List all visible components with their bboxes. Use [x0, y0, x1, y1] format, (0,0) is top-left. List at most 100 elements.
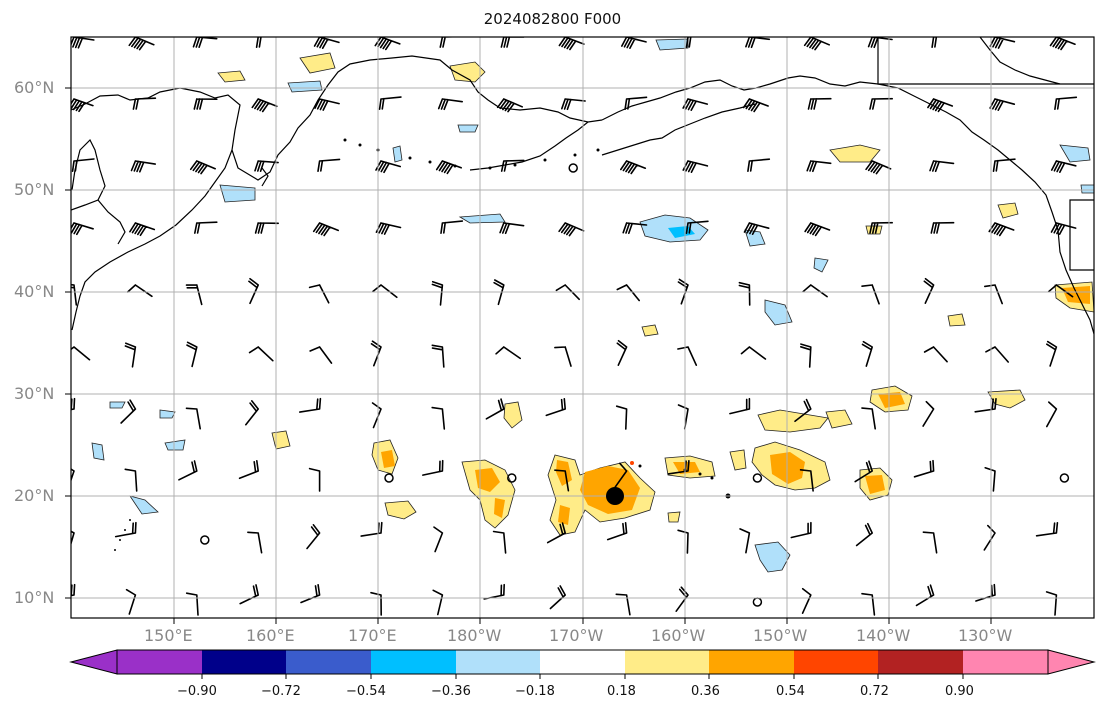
wind-barb-71: [248, 277, 259, 305]
wind-barb-38: [317, 158, 341, 172]
wind-barb-94: [616, 339, 628, 366]
wind-barb-161: [549, 585, 566, 610]
lon-label-150w: 150°W: [753, 626, 808, 645]
wind-barb-55: [312, 222, 339, 237]
strong-negative-cores: [668, 226, 695, 238]
wind-barb-52: [129, 222, 156, 237]
lon-label-170e: 170°E: [348, 626, 397, 645]
wind-barb-90: [370, 340, 382, 367]
wind-barb-68: [71, 283, 78, 306]
wind-barb-104: [185, 407, 201, 430]
wind-barb-44: [682, 160, 709, 173]
wind-barb-28: [742, 98, 769, 113]
wind-barb-105: [245, 400, 259, 426]
wind-barb-42: [568, 163, 578, 173]
wind-barb-98: [861, 340, 873, 367]
wind-barb-115: [861, 407, 876, 430]
wind-barb-15: [989, 37, 1016, 49]
lon-label-160e: 160°E: [246, 626, 295, 645]
lat-label-10n: 10°N: [14, 588, 55, 607]
colorbar-label-5: 0.18: [607, 684, 636, 699]
wind-barb-57: [440, 220, 464, 234]
wind-barb-142: [433, 526, 444, 553]
wind-barb-6: [439, 37, 464, 48]
wind-barb-84: [1047, 284, 1074, 298]
wind-barb-13: [867, 37, 893, 49]
negative-anomaly-regions: [91, 38, 1094, 573]
wind-barb-12: [803, 37, 830, 51]
wind-barb-70: [185, 284, 203, 306]
wind-barb-132: [854, 460, 873, 483]
wind-barb-54: [254, 222, 279, 234]
wind-barb-69: [127, 284, 153, 298]
wind-barb-25: [561, 98, 586, 111]
wind-barb-96: [740, 346, 767, 360]
lon-label-130w: 130°W: [958, 626, 1013, 645]
wind-barb-119: [71, 468, 75, 483]
wind-barb-64: [869, 221, 893, 234]
wind-barb-113: [729, 397, 751, 415]
wind-barb-32: [989, 98, 1016, 111]
wind-barb-8: [558, 37, 585, 51]
colorbar-label-6: 0.36: [691, 684, 720, 699]
wind-barb-118: [1046, 401, 1058, 428]
wind-barb-65: [930, 221, 955, 234]
colorbar-bin-7: [709, 650, 794, 674]
wind-barb-41: [500, 159, 525, 172]
wind-barb-61: [685, 220, 709, 234]
colorbar: [69, 649, 1096, 679]
wind-barb-126: [507, 473, 517, 483]
colorbar-extension-high: [1047, 649, 1096, 675]
wind-barb-20: [251, 98, 278, 113]
wind-barb-26: [624, 96, 648, 110]
colorbar-bin-3: [371, 650, 456, 674]
wind-barb-2: [192, 37, 218, 48]
wind-barb-89: [309, 346, 333, 364]
low-center-marker: [606, 487, 624, 505]
wind-barb-34: [71, 158, 95, 172]
wind-barb-67: [1050, 222, 1077, 235]
wind-barb-18: [132, 97, 157, 110]
wind-barb-33: [1054, 96, 1078, 110]
wind-barb-37: [254, 160, 279, 172]
wind-barb-23: [437, 98, 463, 111]
wind-barb-139: [247, 531, 263, 554]
wind-barb-116: [922, 400, 935, 427]
wind-barb-21: [314, 98, 340, 111]
wind-barb-146: [677, 529, 689, 554]
wind-barb-60: [622, 222, 648, 235]
lat-label-40n: 40°N: [14, 282, 55, 301]
colorbar-label-7: 0.54: [776, 684, 805, 699]
wind-barb-111: [615, 405, 628, 430]
colorbar-bin-8: [794, 650, 878, 674]
wind-barb-7: [500, 37, 525, 48]
lat-label-50n: 50°N: [14, 180, 55, 199]
wind-barb-147: [739, 528, 751, 554]
wind-barb-81: [861, 284, 880, 305]
wind-barb-22: [378, 96, 402, 110]
wind-barb-56: [375, 222, 402, 235]
wind-barb-47: [865, 160, 892, 175]
wind-barb-49: [992, 158, 1016, 172]
wind-barb-101: [1046, 340, 1058, 367]
wind-barb-131: [799, 469, 814, 492]
wind-barb-10: [685, 37, 697, 48]
wind-barb-72: [308, 284, 330, 304]
wind-barb-53: [194, 221, 218, 234]
field-contours: [91, 38, 1094, 573]
wind-barb-97: [800, 343, 812, 368]
strong-positive-cores: [381, 286, 1090, 525]
wind-barb-130: [752, 473, 763, 483]
colorbar-bin-0: [117, 650, 202, 674]
wind-barb-149: [855, 522, 873, 547]
lon-label-180w: 180°W: [447, 626, 502, 645]
lon-label-170w: 170°W: [549, 626, 604, 645]
wind-barb-143: [492, 530, 507, 554]
wind-barb-109: [485, 398, 505, 420]
wind-barb-156: [239, 584, 259, 605]
wind-barb-125: [422, 459, 444, 476]
lon-label-140w: 140°W: [856, 626, 911, 645]
colorbar-label-0: −0.90: [177, 684, 217, 699]
